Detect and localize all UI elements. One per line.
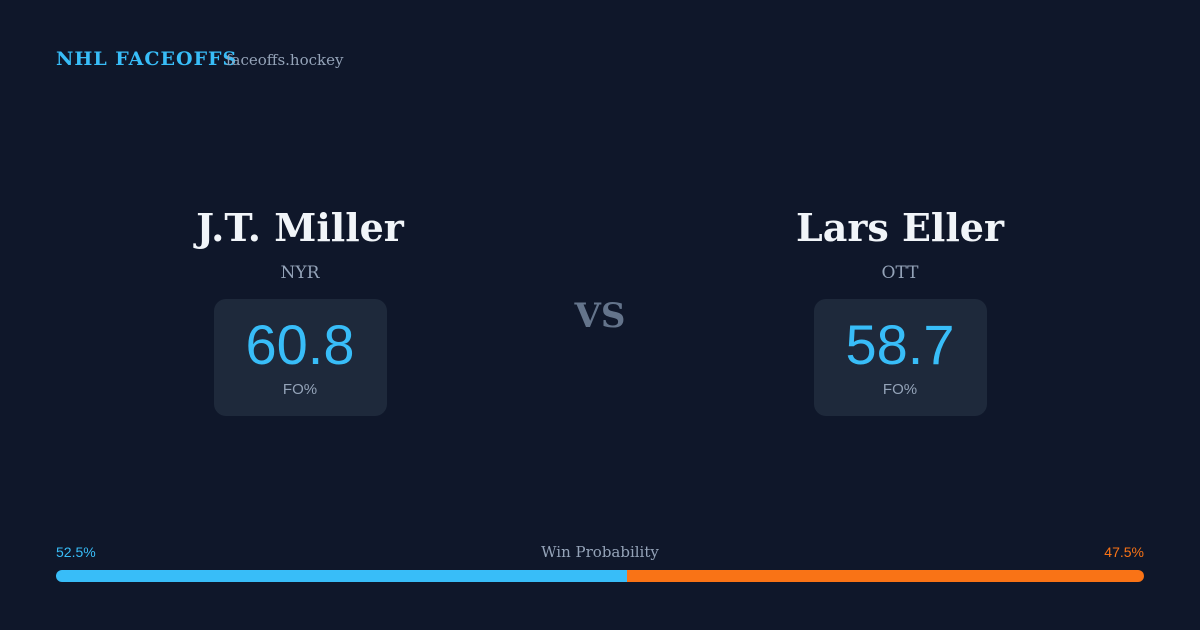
win-probability-label: Win Probability	[541, 543, 659, 561]
away-segment	[627, 570, 1144, 582]
stat-card: 60.8 FO%	[213, 299, 387, 416]
fo-label: FO%	[282, 381, 318, 398]
probability-bar	[56, 570, 1144, 582]
player-team: NYR	[280, 263, 320, 283]
player-panel: J.T. Miller NYR 60.8 FO%	[100, 205, 500, 416]
vs-label: VS	[574, 296, 626, 336]
brand-title: NHL FACEOFFS	[56, 48, 238, 70]
fo-value: 60.8	[245, 313, 355, 376]
player-name: J.T. Miller	[196, 205, 404, 250]
fo-value: 58.7	[845, 313, 955, 376]
fo-label: FO%	[882, 381, 918, 398]
stat-card: 58.7 FO%	[813, 299, 987, 416]
site-url: faceoffs.hockey	[226, 51, 344, 69]
home-segment	[56, 570, 628, 582]
player-name: Lars Eller	[795, 205, 1005, 250]
player-team: OTT	[881, 263, 919, 283]
away-probability: 47.5%	[1104, 544, 1144, 560]
home-probability: 52.5%	[56, 544, 96, 560]
player-panel: Lars Eller OTT 58.7 FO%	[700, 205, 1100, 416]
